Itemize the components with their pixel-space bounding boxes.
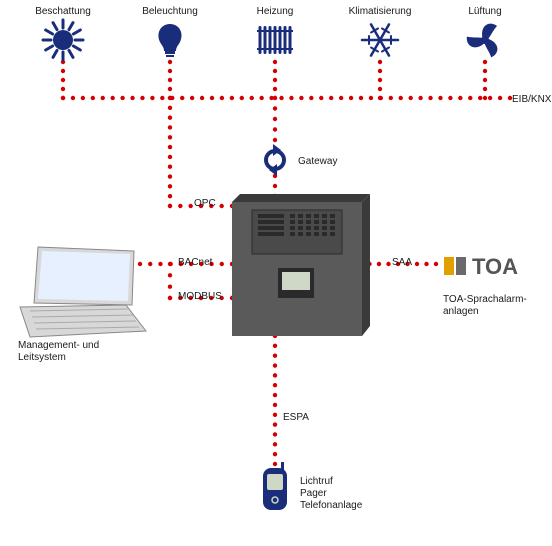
label-lueftung: Lüftung: [455, 6, 515, 17]
toa-logo: TOA: [444, 254, 518, 279]
label-phone: Lichtruf Pager Telefonanlage: [300, 476, 362, 512]
beschattung-icon: [43, 20, 83, 60]
label-espa: ESPA: [283, 412, 309, 423]
heizung-icon: [257, 26, 293, 54]
label-eibknx: EIB/KNX: [512, 94, 551, 105]
label-bacnet: BACnet: [178, 257, 212, 268]
label-beschattung: Beschattung: [33, 6, 93, 17]
klimatisierung-icon: [362, 24, 398, 55]
label-gateway: Gateway: [298, 156, 337, 167]
label-beleuchtung: Beleuchtung: [140, 6, 200, 17]
control-panel-icon: [232, 194, 370, 336]
label-heizung: Heizung: [245, 6, 305, 17]
label-modbus: MODBUS: [178, 291, 222, 302]
label-opc: OPC: [194, 198, 216, 209]
lueftung-icon: [465, 24, 501, 59]
gateway-icon: [266, 144, 284, 176]
label-saa: SAA: [392, 257, 412, 268]
svg-text:TOA: TOA: [472, 254, 518, 279]
label-management: Management- undLeitsystem: [18, 340, 99, 364]
beleuchtung-icon: [158, 24, 181, 57]
label-toa-sub: TOA-Sprachalarm-anlagen: [443, 294, 527, 318]
phone-icon: [263, 462, 287, 510]
label-klimatisierung: Klimatisierung: [343, 6, 417, 17]
laptop-icon: [20, 247, 146, 337]
